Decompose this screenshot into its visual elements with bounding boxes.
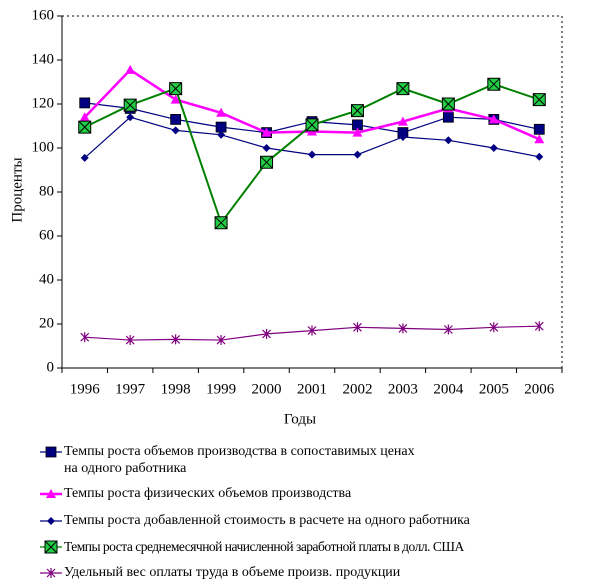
marker (262, 144, 271, 152)
marker (262, 328, 271, 339)
marker (79, 97, 91, 109)
marker (489, 144, 498, 152)
marker (123, 98, 137, 112)
marker (398, 133, 407, 141)
marker (532, 93, 546, 107)
x-tick-label: 1997 (115, 381, 146, 397)
x-tick-label: 1999 (206, 381, 236, 397)
marker (307, 325, 317, 336)
legend-label: Темпы роста физических объемов производс… (64, 486, 352, 501)
marker (260, 155, 274, 169)
marker (215, 121, 227, 133)
y-tick-label: 140 (32, 51, 55, 67)
legend-item (40, 446, 62, 458)
series (80, 113, 544, 162)
legend-item (40, 568, 62, 578)
marker (170, 114, 182, 125)
y-tick-label: 120 (32, 95, 55, 111)
series (80, 321, 544, 346)
marker (80, 153, 89, 162)
x-axis-label: Годы (284, 411, 316, 427)
x-tick-label: 2002 (342, 381, 372, 397)
marker (352, 127, 363, 137)
y-tick-label: 40 (39, 271, 54, 287)
marker (169, 82, 183, 96)
legend-label: Удельный вес оплаты труда в объеме произ… (64, 565, 401, 580)
y-tick-label: 160 (32, 7, 55, 23)
legend-item (40, 540, 62, 554)
marker (171, 334, 181, 345)
series (79, 64, 545, 144)
marker (353, 322, 362, 333)
marker (45, 446, 57, 458)
x-tick-label: 1998 (161, 381, 191, 397)
marker (125, 335, 135, 346)
marker (350, 104, 364, 118)
marker (79, 112, 90, 122)
marker (46, 568, 56, 578)
x-tick-label: 2000 (252, 381, 282, 397)
marker (397, 116, 408, 126)
x-tick-label: 2001 (297, 381, 327, 397)
legend-label: Темпы роста добавленной стоимость в расч… (64, 513, 470, 528)
y-tick-label: 0 (47, 359, 55, 375)
x-tick-label: 2005 (479, 381, 509, 397)
marker (308, 150, 316, 159)
y-axis-label: Проценты (9, 157, 25, 222)
x-tick-label: 2004 (433, 381, 464, 397)
marker (533, 123, 545, 135)
marker (78, 120, 92, 134)
marker (125, 64, 136, 74)
marker (353, 150, 362, 159)
marker (216, 107, 227, 117)
x-tick-label: 2006 (524, 381, 555, 397)
x-tick-label: 2003 (388, 381, 418, 397)
y-tick-label: 20 (39, 315, 54, 331)
marker (305, 118, 319, 132)
marker (534, 134, 545, 144)
plot-frame (62, 15, 563, 368)
marker (444, 136, 453, 145)
marker (170, 94, 181, 104)
y-tick-label: 80 (39, 183, 54, 199)
marker (216, 335, 226, 346)
legend-item (40, 489, 62, 498)
marker (80, 332, 90, 343)
marker (217, 130, 226, 139)
marker (534, 321, 544, 332)
legend-item (40, 517, 62, 525)
marker (44, 540, 58, 554)
legend-label: Темпы роста объемов производства в сопос… (64, 444, 415, 476)
marker (261, 127, 272, 137)
marker (398, 323, 408, 334)
marker (46, 489, 56, 498)
marker (214, 216, 228, 230)
marker (488, 114, 499, 124)
marker (535, 152, 544, 161)
marker (443, 324, 453, 335)
marker (441, 97, 455, 111)
marker (396, 82, 410, 96)
marker (442, 111, 454, 123)
marker (487, 77, 501, 91)
y-tick-label: 100 (32, 139, 55, 155)
marker (489, 322, 499, 333)
y-tick-label: 60 (39, 227, 54, 243)
series (78, 77, 546, 230)
marker (47, 517, 55, 525)
legend-label: Темпы роста среднемесячной начисленной з… (64, 539, 464, 554)
axes (61, 16, 562, 369)
x-tick-label: 1996 (70, 381, 101, 397)
marker (126, 113, 135, 122)
marker (171, 126, 180, 135)
